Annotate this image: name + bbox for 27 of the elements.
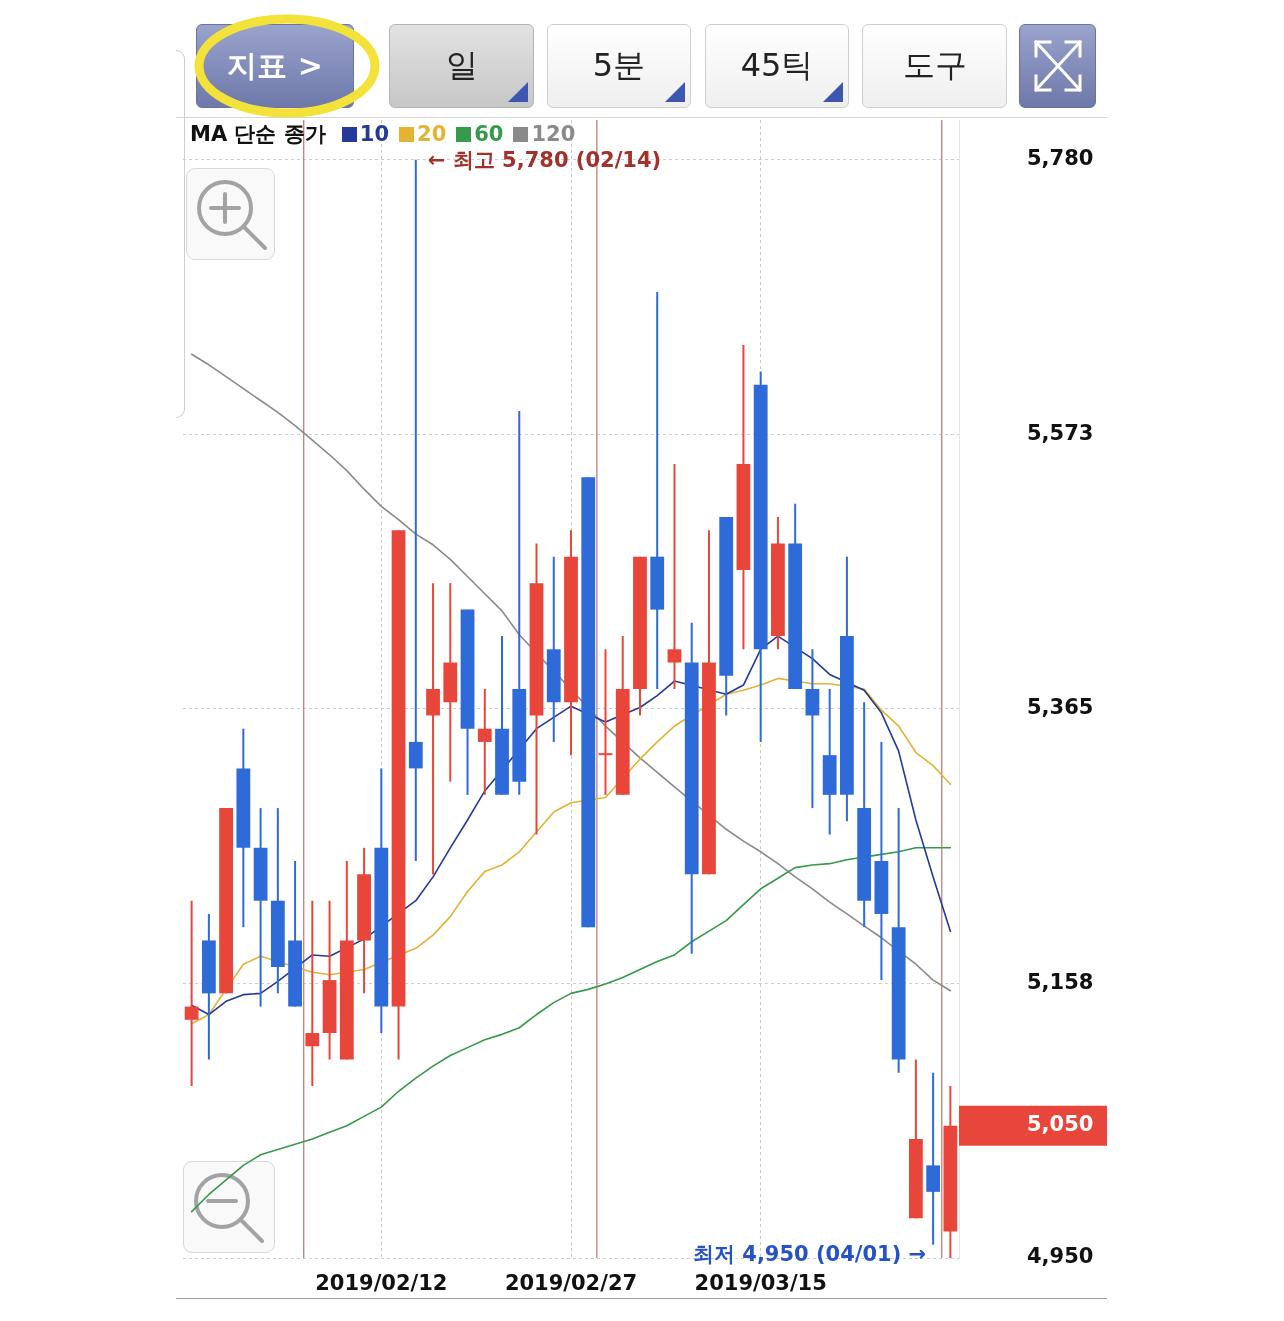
legend-label: 10 xyxy=(359,122,390,146)
annotation: ← 최고 5,780 (02/14) xyxy=(427,148,662,173)
text: 5,050 xyxy=(1027,1112,1094,1137)
candlestick xyxy=(426,582,440,876)
y-tick-label: 5,365 xyxy=(1027,695,1094,720)
legend-title: MA 단순 종가 xyxy=(190,122,326,146)
toolbar-button: 일 xyxy=(389,24,534,108)
legend-label: 60 xyxy=(474,122,504,146)
x-tick-label: 2019/02/27 xyxy=(504,1271,638,1296)
candlestick xyxy=(184,899,199,1087)
candlestick xyxy=(667,463,682,690)
legend-label: 120 xyxy=(531,122,576,146)
candlestick xyxy=(477,688,492,796)
toolbar-button: 도구 xyxy=(862,24,1007,108)
y-tick-label: 5,158 xyxy=(1027,969,1094,994)
legend-label: 20 xyxy=(417,122,447,146)
y-tick-label: 4,950 xyxy=(1027,1244,1094,1269)
x-tick-label: 2019/02/12 xyxy=(315,1271,448,1296)
toolbar-button: 45틱 xyxy=(705,24,849,108)
toolbar-button: 5분 xyxy=(547,24,691,108)
annotation: 최저 4,950 (04/01) → xyxy=(692,1242,927,1267)
y-tick-label: 5,780 xyxy=(1027,146,1094,171)
candlestick xyxy=(305,899,320,1087)
candlestick xyxy=(408,158,423,863)
x-tick-label: 2019/03/15 xyxy=(694,1271,827,1296)
y-tick-label: 5,573 xyxy=(1027,420,1094,445)
candlestick xyxy=(598,648,613,796)
